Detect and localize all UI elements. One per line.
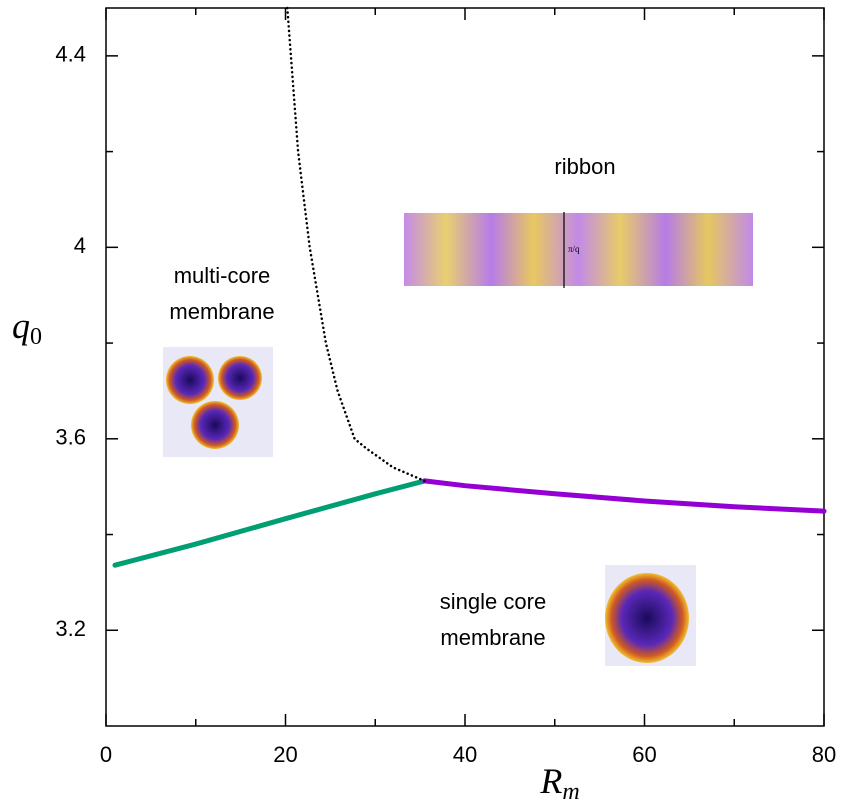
region-label: multi-core: [174, 263, 271, 288]
y-axis-title: q0: [12, 306, 42, 349]
single-core-image: [605, 565, 696, 666]
ribbon-image: [404, 212, 753, 288]
x-axis-title: Rm: [539, 761, 579, 804]
x-tick-label: 20: [273, 742, 297, 767]
multi-core-image: [163, 347, 273, 457]
ribbon-scale-label: π/q: [568, 244, 580, 254]
x-tick-label: 60: [632, 742, 656, 767]
y-tick-label: 3.2: [55, 616, 86, 641]
region-label: membrane: [440, 625, 545, 650]
y-tick-label: 4: [74, 233, 86, 258]
y-tick-label: 4.4: [55, 42, 86, 67]
x-tick-label: 80: [812, 742, 836, 767]
y-tick-label: 3.6: [55, 425, 86, 450]
region-label: membrane: [169, 299, 274, 324]
boundary-line: [112, 478, 428, 568]
region-label: single core: [440, 589, 546, 614]
x-tick-label: 40: [453, 742, 477, 767]
boundary-dotted: [286, 6, 426, 483]
x-tick-label: 0: [100, 742, 112, 767]
region-label: ribbon: [554, 154, 615, 179]
boundary-line: [422, 478, 827, 514]
